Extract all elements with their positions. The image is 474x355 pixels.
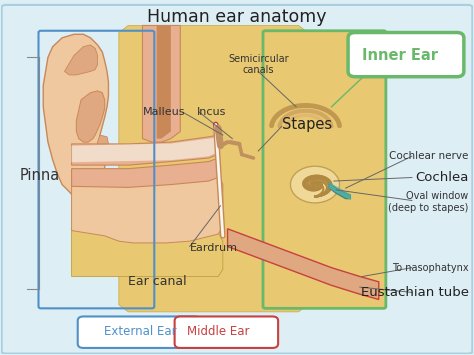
Text: External Ear: External Ear: [104, 325, 176, 338]
Polygon shape: [98, 135, 109, 162]
Polygon shape: [76, 91, 105, 142]
Circle shape: [291, 166, 339, 203]
Text: Inner Ear: Inner Ear: [362, 48, 438, 63]
Polygon shape: [64, 45, 98, 75]
Text: Stapes: Stapes: [282, 117, 332, 132]
Text: To nasophatynx: To nasophatynx: [392, 263, 469, 273]
Text: Cochlea: Cochlea: [415, 171, 469, 184]
Polygon shape: [72, 137, 218, 162]
Polygon shape: [72, 174, 223, 243]
Text: Human ear anatomy: Human ear anatomy: [147, 7, 327, 26]
Polygon shape: [156, 26, 171, 138]
Text: Malleus: Malleus: [143, 107, 185, 117]
Text: Pinna: Pinna: [19, 168, 60, 183]
Polygon shape: [43, 34, 109, 202]
Polygon shape: [72, 158, 218, 187]
FancyBboxPatch shape: [263, 31, 386, 308]
FancyBboxPatch shape: [174, 316, 278, 348]
Text: Oval window
(deep to stapes): Oval window (deep to stapes): [388, 191, 469, 213]
Polygon shape: [72, 229, 223, 277]
Text: Middle Ear: Middle Ear: [187, 325, 249, 338]
FancyBboxPatch shape: [1, 5, 473, 354]
FancyBboxPatch shape: [266, 33, 383, 306]
FancyBboxPatch shape: [78, 316, 200, 348]
Text: Semicircular
canals: Semicircular canals: [228, 54, 289, 75]
Polygon shape: [100, 146, 107, 162]
Text: Cochlear nerve: Cochlear nerve: [389, 151, 469, 161]
Polygon shape: [329, 183, 350, 199]
FancyBboxPatch shape: [348, 33, 464, 77]
Polygon shape: [72, 135, 218, 165]
Polygon shape: [143, 26, 180, 142]
Text: Eardrum: Eardrum: [190, 243, 238, 253]
Polygon shape: [119, 26, 308, 312]
Polygon shape: [228, 229, 379, 300]
Text: Incus: Incus: [197, 107, 226, 117]
Text: Ear canal: Ear canal: [128, 275, 187, 288]
Text: Eustachian tube: Eustachian tube: [361, 286, 469, 299]
